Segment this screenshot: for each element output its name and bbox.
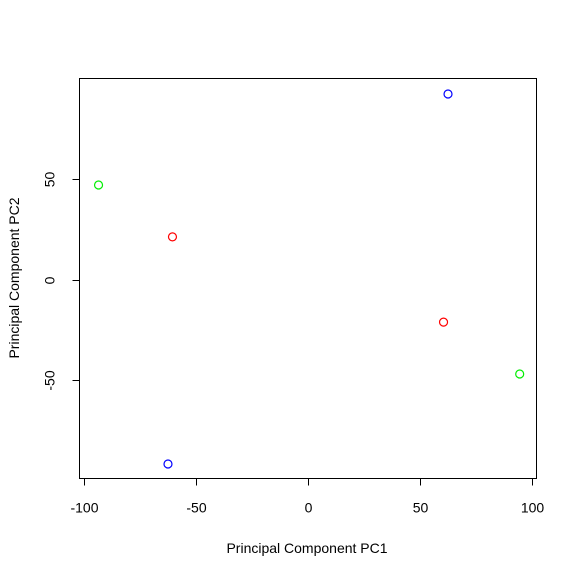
y-tick-label: 50 <box>42 172 58 188</box>
y-tick-label: -50 <box>42 370 58 390</box>
data-point <box>93 180 104 190</box>
points-layer <box>93 89 525 469</box>
data-point <box>438 317 449 327</box>
x-tick-label: -50 <box>186 500 206 516</box>
x-tick-label: 50 <box>413 500 429 516</box>
plot-frame <box>79 78 537 479</box>
data-point <box>167 232 178 242</box>
data-point <box>163 459 173 469</box>
data-point <box>515 369 525 379</box>
x-tick-label: 100 <box>521 500 545 516</box>
x-axis-title: Principal Component PC1 <box>226 540 387 556</box>
y-axis-title: Principal Component PC2 <box>6 197 22 358</box>
data-point <box>443 89 453 99</box>
y-tick-label: 0 <box>42 276 58 284</box>
y-axis-ticks: -50 0 50 <box>42 172 80 391</box>
x-axis-ticks: -100 -50 0 50 100 <box>70 478 545 516</box>
x-tick-label: -100 <box>70 500 98 516</box>
x-tick-label: 0 <box>305 500 313 516</box>
